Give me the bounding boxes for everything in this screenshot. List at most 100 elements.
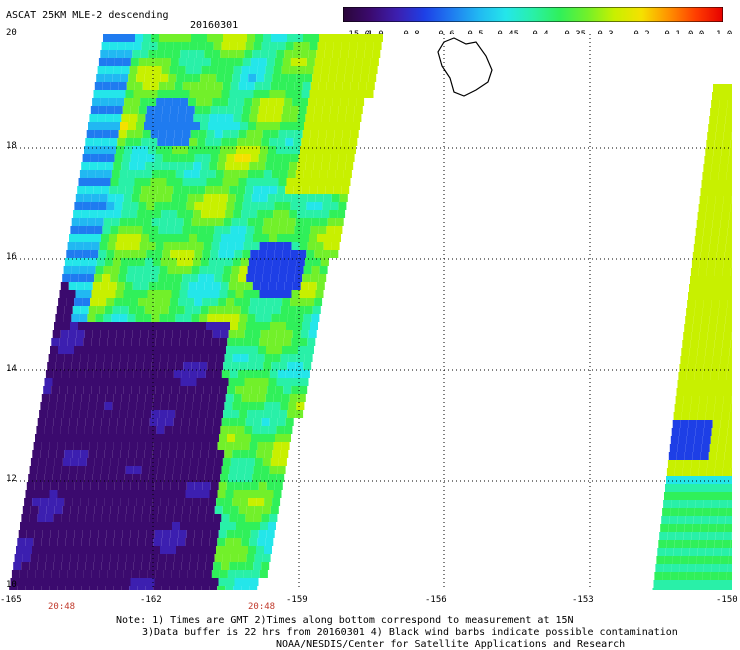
swath-cell [252, 330, 261, 338]
swath-cell [710, 308, 719, 316]
swath-cell [664, 556, 673, 564]
swath-cell [106, 530, 115, 538]
swath-cell [299, 194, 308, 202]
swath-cell [79, 314, 88, 322]
swath-cell [182, 82, 191, 90]
swath-cell [136, 122, 144, 130]
swath-cell [177, 210, 186, 218]
swath-cell [340, 50, 349, 58]
swath-cell [683, 396, 692, 404]
swath-cell [690, 540, 699, 548]
swath-cell [88, 354, 97, 362]
swath-cell [214, 178, 223, 186]
swath-cell [146, 298, 155, 306]
swath-cell [250, 154, 259, 162]
swath-cell [181, 370, 190, 378]
swath-cell [331, 194, 340, 202]
swath-cell [138, 578, 147, 586]
swath-cell [321, 162, 330, 170]
swath-cell [225, 162, 234, 170]
swath-cell [286, 130, 295, 138]
swath-cell [178, 154, 187, 162]
swath-cell [81, 538, 90, 546]
swath-cell [712, 356, 721, 364]
swath-cell [221, 370, 230, 378]
swath-cell [213, 42, 222, 50]
swath-cell [96, 354, 105, 362]
swath-cell [238, 506, 247, 514]
swath-cell [100, 98, 109, 106]
swath-cell [68, 378, 77, 386]
swath-cell [109, 186, 118, 194]
swath-cell [195, 570, 204, 578]
swath-cell [708, 588, 717, 590]
swath-cell [270, 226, 279, 234]
swath-cell [217, 66, 226, 74]
swath-cell [101, 370, 110, 378]
swath-cell [91, 386, 100, 394]
swath-cell [117, 186, 126, 194]
swath-cell [249, 490, 258, 498]
swath-cell [123, 434, 131, 442]
swath-cell [370, 58, 379, 66]
swath-cell [279, 218, 288, 226]
swath-cell [207, 218, 216, 226]
swath-cell [217, 210, 226, 218]
swath-cell [716, 124, 725, 132]
swath-cell [189, 186, 198, 194]
swath-cell [99, 290, 108, 298]
swath-cell [187, 570, 196, 578]
swath-cell [125, 90, 134, 98]
swath-cell [315, 194, 324, 202]
swath-cell [121, 114, 130, 122]
swath-cell [270, 178, 279, 186]
swath-cell [702, 436, 711, 444]
swath-cell [692, 588, 701, 590]
swath-cell [246, 82, 255, 90]
swath-cell [117, 418, 126, 426]
swath-cell [134, 458, 143, 466]
swath-cell [288, 258, 297, 266]
swath-cell [158, 82, 167, 90]
swath-cell [72, 402, 81, 410]
swath-cell [671, 428, 680, 436]
swath-cell [214, 554, 223, 562]
swath-cell [235, 194, 244, 202]
swath-cell [286, 274, 295, 282]
swath-cell [281, 442, 290, 450]
swath-cell [106, 298, 115, 306]
swath-cell [247, 362, 256, 370]
swath-cell [154, 482, 163, 490]
swath-cell [679, 564, 688, 572]
swath-cell [141, 370, 150, 378]
swath-cell [262, 554, 271, 562]
swath-cell [679, 364, 688, 372]
swath-cell [678, 436, 687, 444]
swath-cell [239, 314, 248, 322]
swath-cell [696, 356, 705, 364]
swath-cell [277, 466, 286, 474]
swath-cell [229, 466, 238, 474]
swath-cell [318, 178, 327, 186]
swath-cell [94, 458, 103, 466]
swath-cell [193, 210, 202, 218]
swath-cell [706, 468, 715, 476]
swath-cell [307, 242, 316, 250]
swath-cell [104, 122, 112, 130]
swath-cell [322, 250, 331, 258]
swath-cell [186, 202, 195, 210]
swath-cell [101, 514, 110, 522]
swath-cell [109, 514, 118, 522]
swath-cell [317, 42, 326, 50]
swath-cell [280, 306, 289, 314]
swath-cell [251, 290, 260, 298]
swath-cell [708, 388, 717, 396]
swath-cell [228, 146, 236, 154]
swath-cell [74, 346, 82, 354]
swath-cell [152, 450, 161, 458]
swath-cell [146, 202, 155, 210]
swath-cell [272, 122, 280, 130]
swath-cell [671, 500, 680, 508]
swath-cell [257, 538, 266, 546]
swath-cell [697, 548, 706, 556]
